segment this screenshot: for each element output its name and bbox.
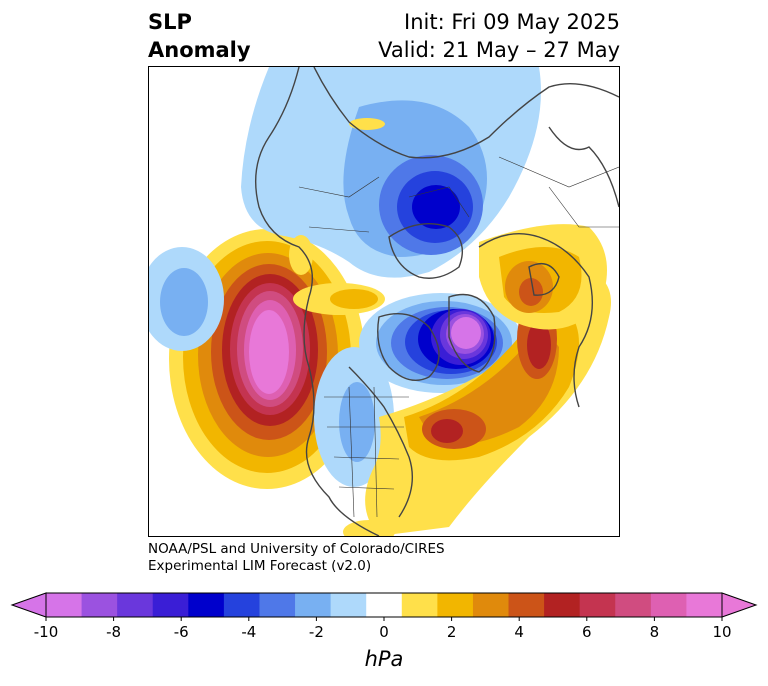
valid-range: Valid: 21 May – 27 May [378,38,620,62]
colorbar-swatch [401,593,438,617]
minor-positive-anomalies [289,118,395,536]
colorbar-tick-label: -8 [106,623,121,641]
colorbar-swatch [366,593,403,617]
title-line-2: Anomaly [148,38,251,62]
colorbar-tick-label: -2 [309,623,324,641]
colorbar-under-arrow [10,592,47,618]
anomaly-map [149,67,619,536]
colorbar-swatch [259,593,296,617]
colorbar-tick-label: 6 [582,623,592,641]
colorbar-tick-label: -4 [241,623,256,641]
colorbar-tick-label: 8 [650,623,660,641]
credit-line-1: NOAA/PSL and University of Colorado/CIRE… [148,541,445,557]
colorbar-swatch [650,593,687,617]
colorbar-swatch [188,593,225,617]
colorbar-unit: hPa [364,647,404,671]
colorbar-swatch [152,593,189,617]
colorbar-swatch [508,593,545,617]
colorbar-over-arrow [721,592,758,618]
colorbar-tick-label: 4 [514,623,524,641]
colorbar-swatch [544,593,581,617]
colorbar-tick-label: 2 [447,623,457,641]
colorbar-tick-label: -6 [174,623,189,641]
colorbar-swatch [117,593,154,617]
colorbar-swatch [330,593,367,617]
credit-line-2: Experimental LIM Forecast (v2.0) [148,558,372,574]
colorbar-swatch [579,593,616,617]
title-line-1: SLP [148,10,192,34]
colorbar-swatch [81,593,118,617]
coastlines [254,67,619,536]
colorbar-swatch [223,593,260,617]
colorbar-swatch [295,593,332,617]
pacific-high-anomaly [169,229,365,489]
pacific-low-anomaly [149,247,224,351]
colorbar-swatch [686,593,723,617]
central-na-low-anomaly [314,347,394,487]
colorbar-swatch [472,593,510,617]
colorbar-swatch [437,593,474,617]
colorbar-swatch [615,593,652,617]
forecast-dates: Init: Fri 09 May 2025 Valid: 21 May – 27… [378,8,620,64]
credit-text: NOAA/PSL and University of Colorado/CIRE… [148,541,445,575]
map-title: SLP Anomaly [148,8,251,64]
init-date: Init: Fri 09 May 2025 [404,10,620,34]
atlantic-high-anomaly [365,267,611,536]
colorbar-tick-label: 10 [712,623,731,641]
colorbar-swatch [46,593,83,617]
colorbar: -10 -8 -6 -4 -2 0 2 4 6 8 10 [10,592,758,641]
colorbar-tick-label: 0 [379,623,389,641]
hudson-low-anomaly [359,293,523,393]
europe-high-anomaly [479,224,607,330]
political-borders [298,156,619,518]
map-panel [148,66,620,537]
colorbar-tick-label: -10 [34,623,59,641]
